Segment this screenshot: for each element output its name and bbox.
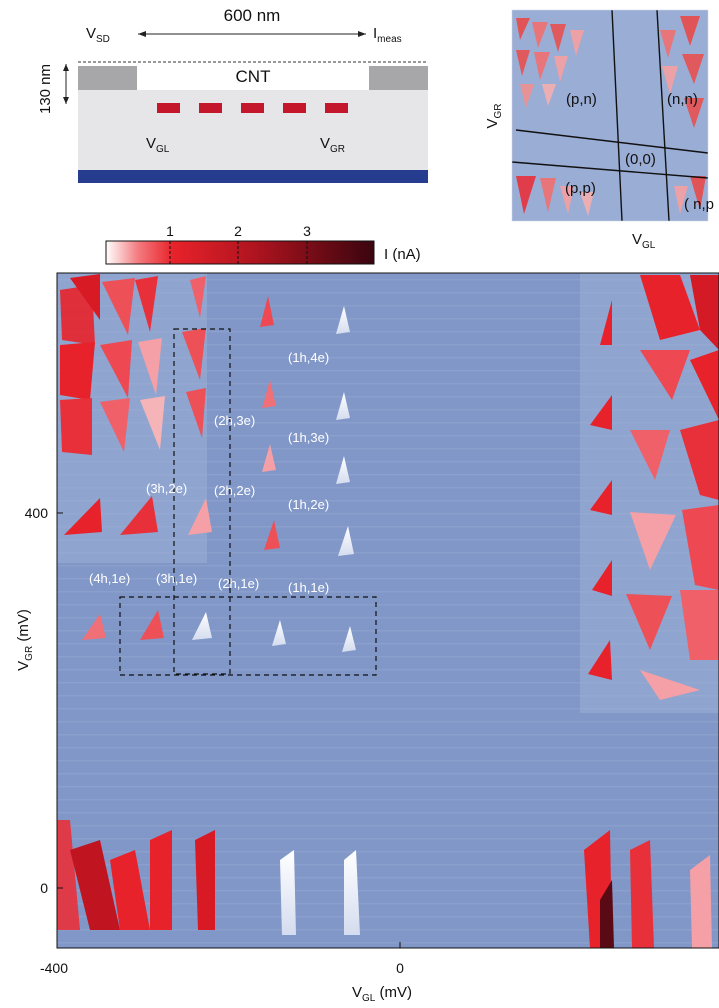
- dashed-box-vertical: [173, 328, 231, 675]
- transport-triangle: [182, 328, 206, 380]
- colorbar: 1 2 3 I (nA): [105, 223, 421, 265]
- transport-triangle: [140, 610, 164, 640]
- x-tick-label: -400: [40, 960, 68, 976]
- transport-triangle: [60, 342, 95, 400]
- transport-triangle: [60, 398, 92, 455]
- transport-triangle: [64, 498, 102, 535]
- gate-electrode: [241, 103, 264, 113]
- bottom-features: [57, 820, 712, 948]
- inset-line: [515, 129, 709, 154]
- colorbar-label: I (nA): [384, 246, 421, 263]
- y-axis-label: VGR (mV): [15, 609, 35, 671]
- transport-triangle: [192, 612, 212, 640]
- gate-electrode: [325, 103, 348, 113]
- annotation: (4h,1e): [89, 571, 130, 586]
- imeas-label: Imeas: [373, 25, 402, 45]
- transport-triangle: [120, 496, 158, 535]
- electron-region-right: [580, 273, 719, 713]
- height-label: 130 nm: [37, 64, 54, 114]
- y-tick-label: 400: [25, 505, 49, 521]
- transport-triangle: [102, 278, 135, 335]
- inset-ylabel: VGR: [484, 103, 504, 128]
- vsd-label: VSD: [86, 25, 110, 45]
- annotation: (1h,4e): [288, 350, 329, 365]
- transport-triangle: [188, 498, 212, 535]
- colorbar-tick-label: 3: [303, 223, 311, 239]
- inset-features: [516, 16, 706, 216]
- annotation: (1h,2e): [288, 497, 329, 512]
- annotation: (2h,2e): [214, 483, 255, 498]
- inset-line: [656, 9, 670, 222]
- inset-map: (p,n) (n,n) (0,0) (p,p) ( n,p VGR VGL: [484, 9, 714, 251]
- colorbar-tick-label: 1: [166, 223, 174, 239]
- bottom-gate: [78, 170, 428, 183]
- region-label: (0,0): [625, 151, 656, 168]
- dashed-box-horizontal: [119, 596, 377, 676]
- annotation: (2h,1e): [218, 576, 259, 591]
- inset-line: [611, 9, 623, 222]
- device-schematic: 600 nm 130 nm VSD Imeas CNT VGL VGR: [37, 6, 428, 183]
- region-label: (p,n): [566, 91, 597, 108]
- transport-triangle: [100, 398, 130, 452]
- vgl-label: VGL: [146, 135, 170, 155]
- gate-electrode: [283, 103, 306, 113]
- transport-triangle: [135, 276, 158, 332]
- mid-triangles: [260, 296, 356, 652]
- annotation: (3h,2e): [146, 481, 187, 496]
- heatmap-frame: [56, 272, 719, 949]
- inset-line: [511, 161, 709, 179]
- gate-electrode: [157, 103, 180, 113]
- colorbar-tick-label: 2: [234, 223, 242, 239]
- transport-triangle: [70, 274, 100, 320]
- x-axis-label: VGL (mV): [352, 984, 412, 1004]
- transport-triangle: [100, 340, 132, 398]
- transport-triangle: [140, 396, 165, 450]
- vgr-label: VGR: [320, 135, 345, 155]
- inset-xlabel: VGL: [632, 231, 656, 251]
- gate-electrodes: [157, 103, 348, 113]
- gate-electrode: [199, 103, 222, 113]
- transport-triangle: [190, 276, 206, 318]
- left-contact: [78, 66, 137, 90]
- annotation: (1h,1e): [288, 580, 329, 595]
- annotation: (2h,3e): [214, 413, 255, 428]
- annotation: (3h,1e): [156, 571, 197, 586]
- region-label: (p,p): [565, 180, 596, 197]
- transport-triangle: [186, 388, 206, 438]
- region-label: (n,n): [667, 91, 698, 108]
- hole-region-top-left: [57, 273, 212, 640]
- right-contact: [369, 66, 428, 90]
- transport-triangle: [82, 614, 106, 640]
- x-tick-label: 0: [396, 960, 404, 976]
- main-heatmap: (1h,4e) (2h,3e) (1h,3e) (3h,2e) (2h,2e) …: [15, 272, 719, 1004]
- region-label: ( n,p: [684, 196, 714, 213]
- transport-triangle: [138, 338, 162, 395]
- colorbar-gradient: [105, 240, 375, 265]
- annotation: (1h,3e): [288, 430, 329, 445]
- cnt-label: CNT: [236, 67, 271, 86]
- length-label: 600 nm: [224, 6, 281, 25]
- y-tick-label: 0: [40, 880, 48, 896]
- substrate: [78, 90, 428, 170]
